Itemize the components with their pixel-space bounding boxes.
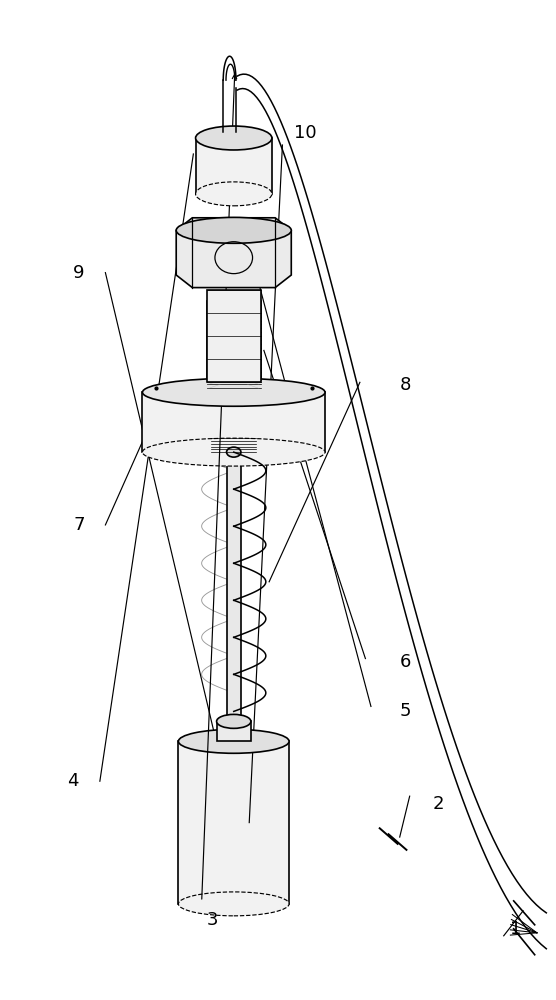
Text: 3: 3: [207, 911, 219, 929]
Ellipse shape: [142, 438, 325, 466]
Text: 6: 6: [400, 653, 411, 671]
Bar: [178, 741, 289, 904]
Bar: [196, 138, 272, 194]
Text: 7: 7: [73, 516, 85, 534]
Text: 4: 4: [68, 772, 79, 790]
Text: 1: 1: [510, 920, 522, 938]
Text: 5: 5: [400, 702, 411, 720]
Bar: [217, 721, 251, 741]
Bar: [142, 392, 325, 452]
Ellipse shape: [142, 378, 325, 406]
Ellipse shape: [178, 892, 289, 916]
Text: 10: 10: [294, 124, 317, 142]
Ellipse shape: [176, 217, 291, 243]
Ellipse shape: [217, 714, 251, 728]
Bar: [207, 290, 261, 382]
Ellipse shape: [226, 447, 241, 457]
Ellipse shape: [196, 182, 272, 206]
Bar: [211, 438, 256, 452]
Ellipse shape: [196, 126, 272, 150]
Text: 8: 8: [400, 376, 411, 394]
Text: 9: 9: [73, 264, 85, 282]
Bar: [226, 452, 241, 721]
Polygon shape: [176, 218, 291, 288]
Ellipse shape: [178, 729, 289, 753]
Text: 2: 2: [433, 795, 444, 813]
Bar: [207, 301, 261, 388]
